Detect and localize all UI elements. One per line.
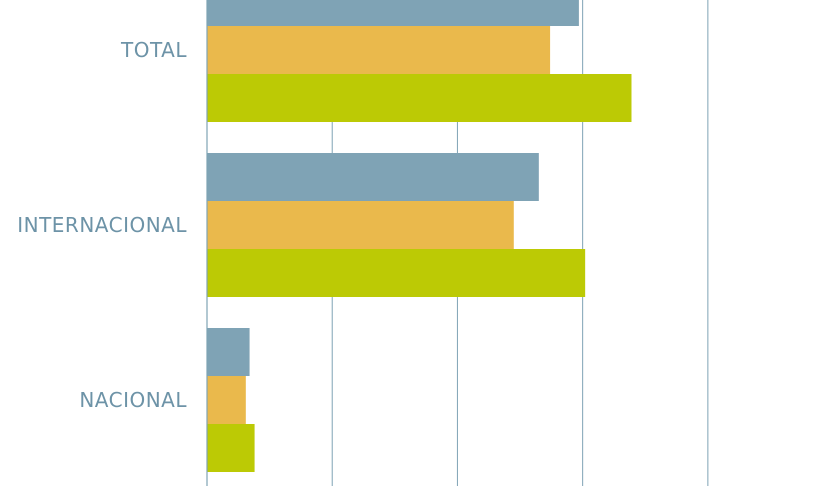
bar-nacional-series-3 bbox=[207, 424, 255, 472]
bar-total-series-2 bbox=[207, 26, 551, 74]
bar-total-series-3 bbox=[207, 74, 632, 122]
bar-internacional-series-3 bbox=[207, 249, 586, 297]
bar-nacional-series-2 bbox=[207, 376, 246, 424]
category-labels: TOTAL INTERNACIONAL NACIONAL bbox=[17, 38, 187, 412]
bar-nacional-series-1 bbox=[207, 328, 250, 376]
bar-internacional-series-1 bbox=[207, 153, 539, 201]
category-label-total: TOTAL bbox=[120, 38, 187, 62]
bar-total-series-1 bbox=[207, 0, 579, 26]
category-label-nacional: NACIONAL bbox=[79, 388, 187, 412]
bar-internacional-series-2 bbox=[207, 201, 514, 249]
category-label-internacional: INTERNACIONAL bbox=[17, 213, 187, 237]
bars bbox=[207, 0, 632, 472]
